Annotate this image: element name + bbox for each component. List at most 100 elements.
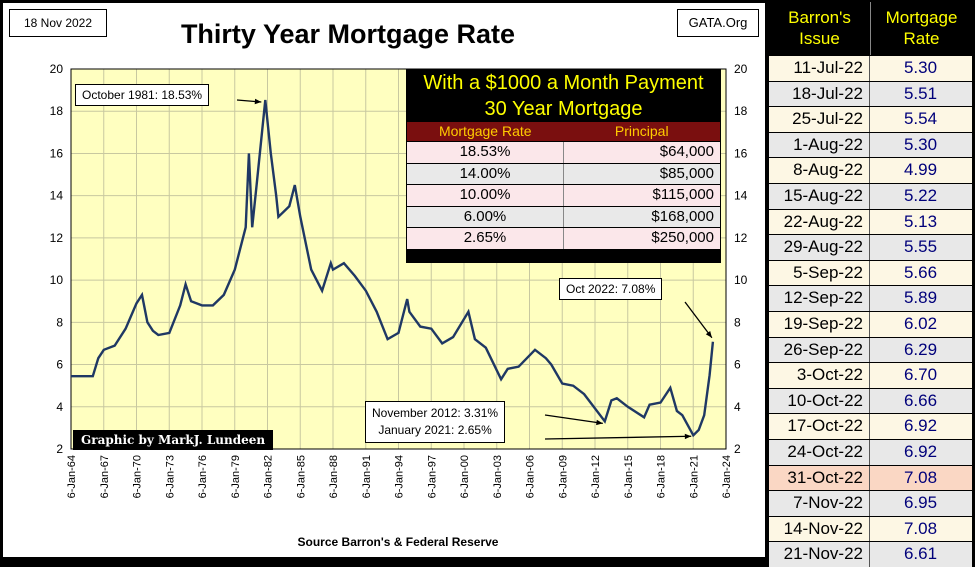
rate-cell: 6.95 — [903, 493, 938, 513]
table-row: 5-Sep-22 5.66 — [769, 259, 972, 286]
y-tick-label: 16 — [50, 146, 64, 160]
y-tick-label: 6 — [734, 358, 741, 372]
rate-cell: 6.02 — [903, 313, 938, 333]
rate-cell: 5.22 — [903, 185, 938, 205]
issue-date-cell: 15-Aug-22 — [769, 183, 870, 209]
issue-date-cell: 17-Oct-22 — [769, 414, 870, 439]
y-tick-label: 16 — [734, 146, 748, 160]
rate-cell: 5.13 — [903, 211, 938, 231]
rate-cell: 6.66 — [903, 390, 938, 410]
x-tick-label: 6-Jan-88 — [328, 455, 340, 498]
table-row: 31-Oct-22 7.08 — [769, 464, 972, 491]
chart-title: Thirty Year Mortgage Rate — [180, 19, 516, 49]
site-label: GATA.Org — [677, 9, 759, 37]
rate-cell: 18.53% — [459, 143, 511, 160]
col-mortgage-rate-line2: Rate — [903, 29, 940, 48]
x-tick-label: 6-Jan-24 — [721, 455, 733, 498]
issue-table-header: Barron's Issue Mortgage Rate — [769, 2, 972, 55]
payment-table-header: Mortgage Rate Principal — [407, 122, 720, 141]
table-row: 25-Jul-22 5.54 — [769, 106, 972, 132]
issue-date-cell: 29-Aug-22 — [769, 235, 870, 260]
table-row: 12-Sep-22 5.89 — [769, 285, 972, 311]
x-tick-label: 6-Jan-03 — [492, 455, 504, 498]
issue-date-cell: 5-Sep-22 — [769, 260, 870, 286]
table-row: 10.00% $115,000 — [407, 184, 720, 206]
y-tick-label: 14 — [734, 189, 748, 203]
rate-cell: 6.92 — [903, 441, 938, 461]
table-row: 24-Oct-22 6.92 — [769, 438, 972, 465]
y-tick-label: 18 — [50, 104, 64, 118]
principal-cell: $85,000 — [563, 163, 720, 185]
rate-cell: 7.08 — [903, 518, 938, 538]
issue-date-cell: 31-Oct-22 — [769, 465, 870, 491]
table-row: 14-Nov-22 7.08 — [769, 515, 972, 542]
credit-label: Graphic by MarkJ. Lundeen — [73, 430, 274, 450]
lows-callout-line1: November 2012: 3.31% — [372, 406, 499, 420]
x-tick-label: 6-Jan-82 — [263, 455, 275, 498]
lows-callout: November 2012: 3.31% January 2021: 2.65% — [365, 401, 506, 443]
issue-date-cell: 18-Jul-22 — [769, 81, 870, 107]
low-2021-arrow — [544, 435, 692, 440]
table-row: 7-Nov-22 6.95 — [769, 490, 972, 516]
y-tick-label: 14 — [50, 189, 64, 203]
col-barrons-issue-line2: Issue — [799, 29, 840, 48]
chart-panel: 2 4 6 8 10 12 14 16 18 20 2 4 6 8 10 12 14 16 18 20 6-Jan-… — [2, 2, 766, 558]
y-tick-label: 10 — [50, 273, 64, 287]
x-tick-label: 6-Jan-94 — [394, 455, 406, 498]
rate-cell: 14.00% — [459, 164, 511, 182]
payment-title-line2: 30 Year Mortgage — [484, 98, 643, 120]
rate-cell: 5.30 — [903, 134, 938, 154]
x-tick-label: 6-Jan-18 — [656, 455, 668, 498]
table-row: 8-Aug-22 4.99 — [769, 157, 972, 183]
principal-cell: $64,000 — [563, 142, 720, 163]
table-row: 29-Aug-22 5.55 — [769, 234, 972, 260]
source-label: Source Barron's & Federal Reserve — [297, 535, 499, 549]
issue-date-cell: 24-Oct-22 — [769, 439, 870, 465]
x-tick-label: 6-Jan-91 — [361, 455, 373, 498]
col-mortgage-rate: Mortgage Rate — [871, 2, 972, 55]
table-row: 11-Jul-22 5.30 — [769, 55, 972, 81]
issue-date-cell: 7-Nov-22 — [769, 491, 870, 516]
latest-callout: Oct 2022: 7.08% — [559, 278, 663, 300]
table-row: 19-Sep-22 6.02 — [769, 310, 972, 337]
table-row: 1-Aug-22 5.30 — [769, 131, 972, 158]
rate-cell: 6.00% — [463, 207, 507, 225]
col-mortgage-rate-line1: Mortgage — [885, 8, 958, 27]
issue-date-cell: 26-Sep-22 — [769, 337, 870, 363]
table-row: 15-Aug-22 5.22 — [769, 182, 972, 209]
x-tick-label: 6-Jan-73 — [164, 455, 176, 498]
mortgage-rate-line — [71, 99, 715, 438]
peak-callout: October 1981: 18.53% — [75, 84, 210, 106]
issue-date-cell: 21-Nov-22 — [769, 542, 870, 567]
rate-cell: 7.08 — [903, 467, 938, 487]
payment-title-line1: With a $1000 a Month Payment — [423, 72, 704, 94]
issue-date-cell: 11-Jul-22 — [769, 56, 870, 81]
col-principal: Principal — [614, 123, 669, 139]
rate-cell: 6.29 — [903, 339, 938, 359]
rate-cell: 5.66 — [903, 262, 938, 282]
x-tick-label: 6-Jan-76 — [197, 455, 209, 498]
table-row: 22-Aug-22 5.13 — [769, 208, 972, 235]
rate-cell: 5.55 — [903, 237, 938, 257]
y-tick-label: 8 — [734, 315, 741, 329]
y-tick-label: 2 — [56, 442, 63, 456]
low-2021-arrow-head — [684, 433, 692, 440]
issue-date-cell: 25-Jul-22 — [769, 107, 870, 132]
rate-cell: 6.92 — [903, 416, 938, 436]
rate-cell: 5.30 — [903, 58, 938, 77]
y-tick-label: 6 — [56, 358, 63, 372]
x-tick-label: 6-Jan-70 — [132, 455, 144, 498]
y-tick-label: 12 — [734, 231, 748, 245]
col-barrons-issue-line1: Barron's — [788, 8, 851, 27]
rate-cell: 10.00% — [459, 186, 511, 204]
issue-date-cell: 12-Sep-22 — [769, 286, 870, 311]
table-row: 3-Oct-22 6.70 — [769, 362, 972, 388]
y-tick-label: 4 — [734, 400, 741, 414]
y-tick-label: 2 — [734, 442, 741, 456]
issue-rows: 11-Jul-22 5.30 18-Jul-22 5.51 25-Jul-22 5.54 1… — [769, 55, 972, 567]
col-mortgage-rate: Mortgage Rate — [438, 123, 532, 139]
table-row: 21-Nov-22 6.61 — [769, 541, 972, 567]
latest-arrow-head — [705, 331, 712, 338]
rate-cell: 5.54 — [903, 109, 938, 129]
payment-rows: 18.53% $64,000 14.00% $85,000 10.00% $115,0… — [407, 141, 720, 249]
